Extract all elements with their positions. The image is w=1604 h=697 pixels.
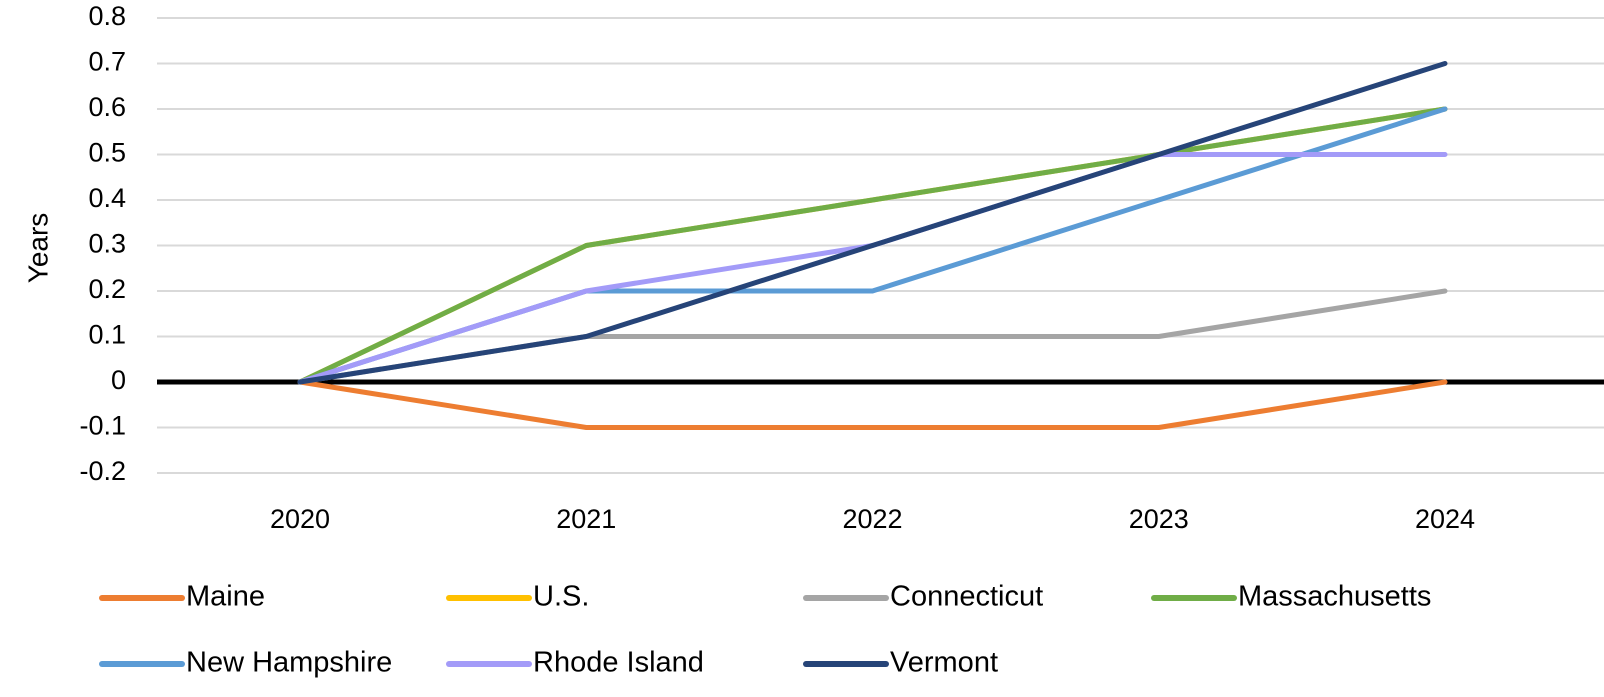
legend-item: Vermont	[803, 647, 998, 679]
legend-label: Rhode Island	[533, 647, 704, 679]
y-axis-ticks: -0.2 -0.1 0 0.1 0.2 0.3 0.4 0.5 0.6 0.7 0.8	[79, 1, 126, 486]
legend-item: New Hampshire	[99, 647, 392, 679]
legend-label: Vermont	[890, 647, 998, 679]
legend-label: Massachusetts	[1238, 581, 1431, 613]
y-tick-label: 0.8	[88, 1, 126, 31]
legend-item: Rhode Island	[446, 647, 704, 679]
legend-item: Maine	[99, 581, 265, 613]
legend: Maine U.S. Connecticut Massachusetts New Ham…	[99, 581, 1431, 679]
legend-item: Massachusetts	[1151, 581, 1431, 613]
legend-label: Maine	[186, 581, 265, 613]
x-tick-label: 2020	[270, 504, 330, 534]
series-line-vermont	[297, 61, 1448, 385]
x-tick-label: 2023	[1129, 504, 1189, 534]
y-tick-label: 0	[111, 365, 126, 395]
y-tick-label: 0.4	[88, 183, 126, 213]
x-axis-ticks: 2020 2021 2022 2023 2024	[270, 504, 1475, 534]
legend-item: U.S.	[446, 581, 589, 613]
legend-item: Connecticut	[803, 581, 1043, 613]
series-line-massachusetts	[297, 106, 1448, 385]
legend-label: New Hampshire	[186, 647, 392, 679]
y-tick-label: -0.1	[79, 411, 126, 441]
y-tick-label: 0.3	[88, 229, 126, 259]
x-tick-label: 2022	[842, 504, 902, 534]
series-lines	[297, 61, 1448, 430]
y-tick-label: 0.2	[88, 274, 126, 304]
y-axis-title: Years	[22, 213, 53, 284]
series-line-rhode-island	[297, 152, 1448, 385]
y-tick-label: 0.7	[88, 47, 126, 77]
y-tick-label: 0.1	[88, 320, 126, 350]
y-tick-label: 0.6	[88, 92, 126, 122]
legend-label: Connecticut	[890, 581, 1043, 613]
x-tick-label: 2024	[1415, 504, 1475, 534]
series-line-maine	[297, 379, 1448, 430]
legend-label: U.S.	[533, 581, 589, 613]
y-tick-label: -0.2	[79, 456, 126, 486]
x-tick-label: 2021	[556, 504, 616, 534]
y-tick-label: 0.5	[88, 138, 126, 168]
